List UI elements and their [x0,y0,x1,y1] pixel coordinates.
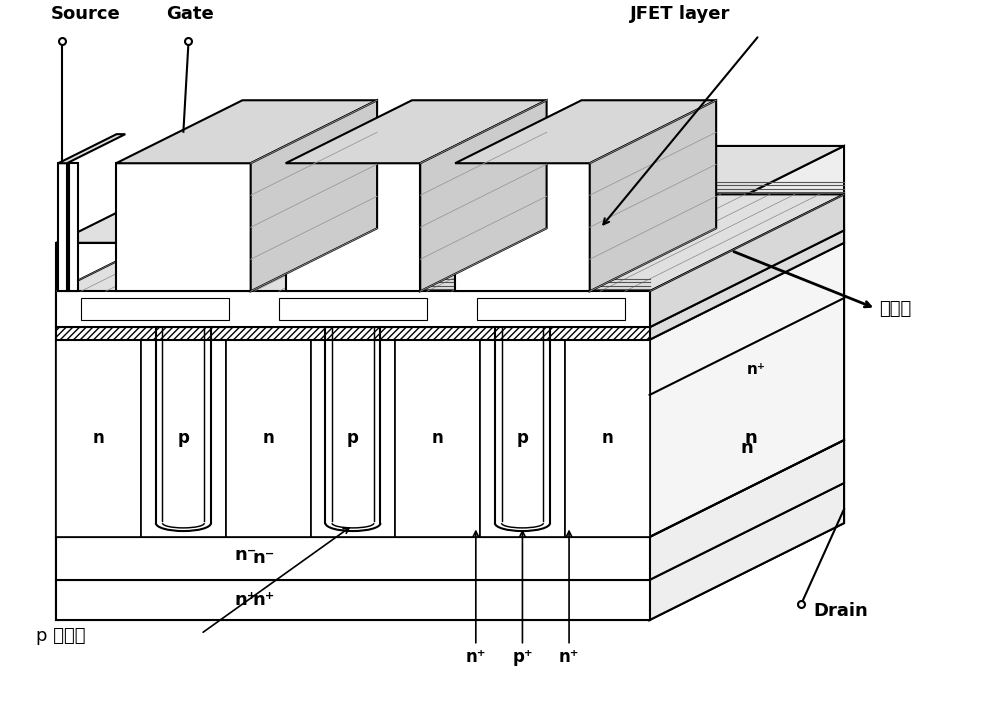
Text: Gate: Gate [166,5,214,22]
Bar [279,299,427,320]
Polygon shape [650,243,844,537]
Text: Source: Source [51,5,121,22]
Text: JFET layer: JFET layer [630,5,730,22]
Polygon shape [251,100,377,292]
Text: p: p [177,429,189,447]
Polygon shape [56,194,844,292]
Bar [56,327,650,340]
Bar [141,340,226,537]
Bar [56,243,650,620]
Text: n⁺: n⁺ [466,648,486,666]
Text: n⁺: n⁺ [747,362,766,377]
Polygon shape [650,440,844,580]
Bar [565,340,650,537]
Bar [455,163,590,292]
Bar [56,292,650,327]
Text: n: n [93,429,104,447]
Bar [477,299,625,320]
Polygon shape [650,194,844,327]
Bar [56,537,650,580]
Polygon shape [650,231,844,340]
Bar [226,340,311,537]
Bar [58,163,67,292]
Text: n: n [744,429,757,447]
Text: n⁺: n⁺ [235,591,257,609]
Text: n⁻: n⁻ [235,546,257,564]
Bar [395,340,480,537]
Text: Drain: Drain [813,602,868,620]
Bar [81,299,229,320]
Text: n⁺: n⁺ [559,648,579,666]
Bar [311,340,395,537]
Polygon shape [116,100,377,163]
Polygon shape [420,100,547,292]
Polygon shape [455,100,716,163]
Text: n: n [432,429,444,447]
Polygon shape [56,146,844,243]
Bar [56,340,650,537]
Polygon shape [650,146,844,620]
Polygon shape [58,134,125,163]
Text: 外延层: 外延层 [879,299,911,318]
Text: n⁻: n⁻ [253,550,275,567]
Polygon shape [590,100,716,292]
Text: p: p [347,429,359,447]
Bar [56,580,650,620]
Text: n: n [740,440,753,457]
Polygon shape [286,100,547,163]
Text: p⁺: p⁺ [512,648,533,666]
Text: p 型体区: p 型体区 [36,627,86,645]
Bar [116,163,251,292]
Polygon shape [650,483,844,620]
Bar [480,340,565,537]
Bar [286,163,420,292]
Text: p: p [516,429,528,447]
Bar [69,163,78,292]
Text: n⁺: n⁺ [253,591,275,609]
Text: n: n [601,429,613,447]
Bar [56,340,141,537]
Text: n: n [262,429,274,447]
